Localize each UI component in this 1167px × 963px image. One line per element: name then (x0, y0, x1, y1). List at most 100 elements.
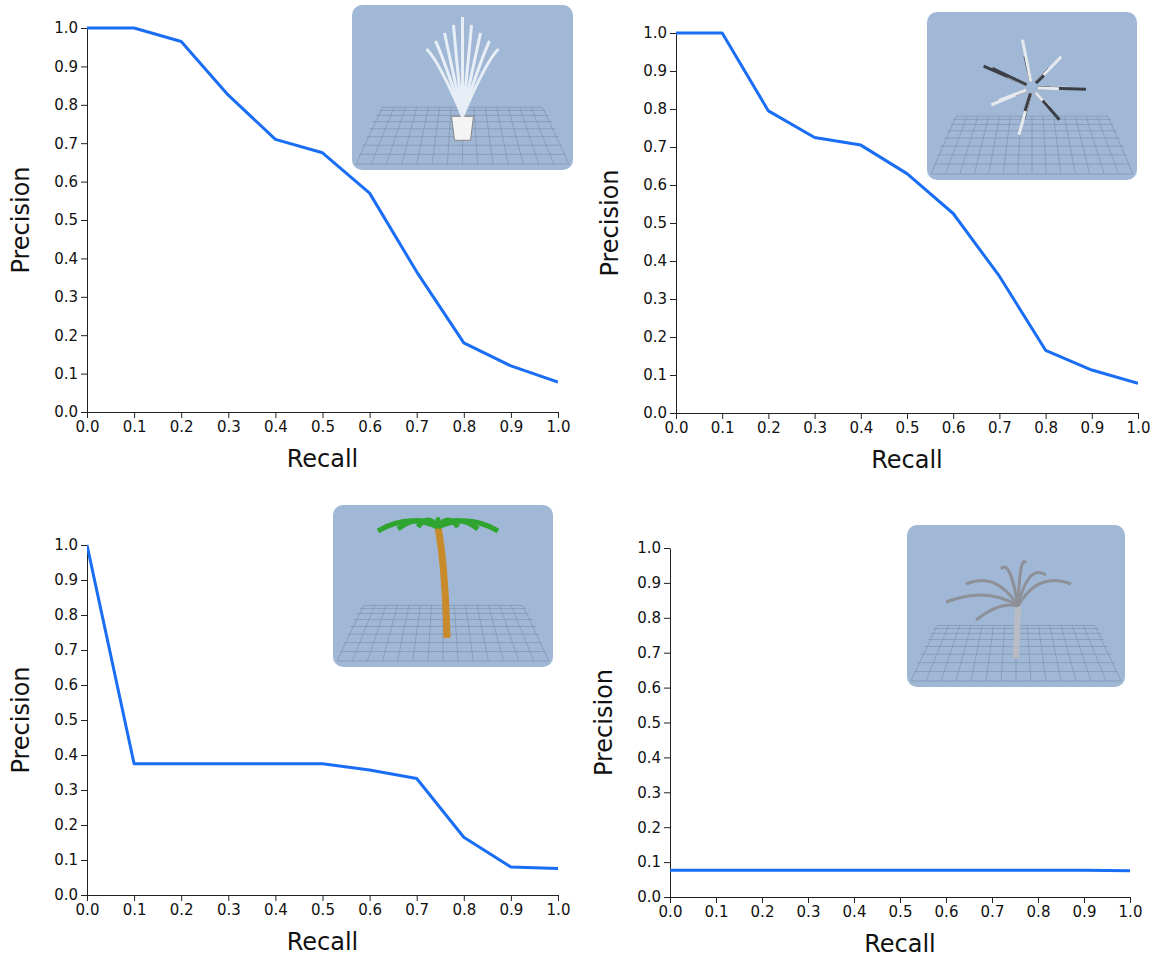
x-tick: 0.9 (499, 412, 523, 436)
floor-line (1001, 625, 1005, 681)
x-tick-label: 0.6 (358, 901, 382, 919)
leaf (1036, 57, 1061, 83)
x-tick-label: 0.3 (803, 419, 827, 437)
figure: 0.00.10.20.30.40.50.60.70.80.91.00.00.10… (0, 0, 1167, 963)
y-tick-mark (664, 792, 670, 793)
plant (427, 17, 499, 140)
x-tick-label: 0.2 (170, 418, 194, 436)
panel: 0.00.10.20.30.40.50.60.70.80.91.00.00.10… (7, 5, 573, 473)
x-tick-label: 0.6 (358, 418, 382, 436)
x-tick: 0.3 (217, 412, 241, 436)
pot (452, 116, 474, 140)
y-tick: 0.2 (637, 819, 670, 837)
floor-line (398, 605, 409, 661)
floor-line (382, 605, 397, 661)
y-tick-mark (670, 33, 676, 34)
thumbnail (927, 12, 1137, 180)
y-axis-title: Precision (596, 169, 624, 276)
x-tick-label: 0.7 (981, 903, 1005, 921)
x-tick: 1.0 (547, 412, 571, 436)
y-tick-label: 0.5 (637, 714, 661, 732)
y-tick: 0.6 (54, 676, 87, 694)
y-tick-label: 0.1 (54, 851, 78, 869)
y-tick-label: 0.4 (643, 252, 667, 270)
y-tick-mark (81, 825, 87, 826)
y-tick-mark (81, 297, 87, 298)
x-tick-label: 1.0 (547, 901, 571, 919)
y-axis-title: Precision (7, 666, 35, 773)
thumbnail-background (352, 5, 573, 170)
x-tick: 0.9 (1073, 897, 1097, 921)
x-tick-label: 0.7 (988, 419, 1012, 437)
floor-line (941, 625, 960, 681)
frond (438, 521, 498, 531)
y-tick: 0.7 (54, 641, 87, 659)
y-tick-label: 0.6 (637, 679, 661, 697)
x-tick-label: 0.9 (499, 901, 523, 919)
y-tick-label: 0.5 (54, 211, 78, 229)
thumbnail-background (927, 12, 1137, 180)
floor-line (466, 605, 474, 661)
x-tick: 0.4 (843, 897, 867, 921)
y-tick-mark (81, 755, 87, 756)
x-tick: 0.8 (452, 895, 476, 919)
x-tick: 0.8 (452, 412, 476, 436)
y-tick-label: 1.0 (54, 19, 78, 37)
floor-line (926, 625, 948, 681)
x-tick: 0.0 (76, 412, 100, 436)
x-tick-label: 0.2 (170, 901, 194, 919)
y-tick-label: 0.6 (54, 173, 78, 191)
x-tick: 0.3 (217, 895, 241, 919)
floor-line (1072, 625, 1091, 681)
leaf (1038, 88, 1086, 89)
floor-line (337, 605, 363, 661)
leaf (1019, 93, 1031, 134)
y-tick: 0.2 (643, 328, 676, 346)
floor-line (520, 107, 539, 164)
y-tick: 0.0 (54, 886, 87, 904)
leaf (1022, 40, 1031, 82)
y-tick-mark (670, 223, 676, 224)
leaf (1036, 92, 1060, 119)
y-tick: 0.7 (54, 135, 87, 153)
floor-line (1084, 625, 1106, 681)
frond (463, 49, 499, 116)
y-tick-label: 1.0 (54, 536, 78, 554)
y-tick: 0.5 (54, 711, 87, 729)
y-tick-mark (664, 688, 670, 689)
floor-line (911, 625, 937, 681)
y-tick-mark (81, 895, 87, 896)
floor-line (960, 116, 978, 174)
floor-line (1003, 116, 1010, 174)
y-tick: 1.0 (54, 536, 87, 554)
floor-line (1050, 625, 1061, 681)
y-tick-label: 0.0 (54, 403, 78, 421)
floor-line (531, 107, 554, 164)
floor-line (367, 605, 386, 661)
y-tick: 1.0 (637, 539, 670, 557)
x-tick: 0.6 (358, 412, 382, 436)
y-tick: 0.3 (54, 781, 87, 799)
leaf (991, 90, 1026, 105)
floor-line (1097, 116, 1119, 174)
x-tick: 0.6 (358, 895, 382, 919)
y-axis: 0.00.10.20.30.40.50.60.70.80.91.0 (637, 539, 670, 906)
x-tick-label: 0.3 (217, 418, 241, 436)
y-tick-mark (664, 723, 670, 724)
y-axis-title: Precision (590, 669, 618, 776)
floor-line (1054, 116, 1061, 174)
x-tick: 0.2 (751, 897, 775, 921)
x-tick: 0.4 (849, 413, 873, 437)
floor-line (428, 605, 432, 661)
x-tick-label: 0.3 (217, 901, 241, 919)
y-tick-mark (81, 66, 87, 67)
y-tick-label: 0.3 (637, 784, 661, 802)
y-tick-mark (81, 335, 87, 336)
x-tick: 0.7 (405, 895, 429, 919)
y-tick-label: 0.3 (643, 290, 667, 308)
y-axis-line (676, 34, 677, 414)
thumbnail-background (907, 525, 1125, 687)
x-tick-label: 0.0 (76, 901, 100, 919)
floor-line (352, 605, 375, 661)
leaf (1036, 75, 1044, 83)
